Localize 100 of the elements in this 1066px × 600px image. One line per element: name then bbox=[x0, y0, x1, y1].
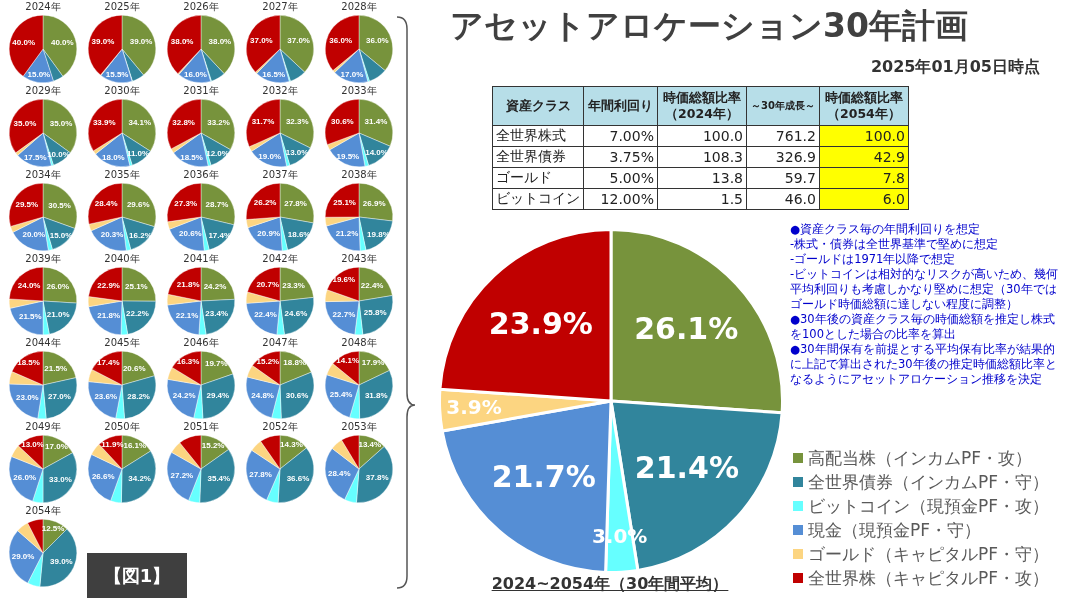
text: アセットアロケーション30年計画 bbox=[450, 5, 968, 47]
data-label: 3.0% bbox=[591, 524, 648, 549]
text: 2024~2054年（30年間平均） bbox=[490, 574, 730, 595]
data-label: 39.0% bbox=[91, 37, 115, 47]
text: 2025年01月05日時点 bbox=[870, 57, 1040, 78]
data-label: 36.0% bbox=[366, 35, 389, 45]
data-label: 20.9% bbox=[257, 229, 280, 239]
data-label: 30.5% bbox=[48, 200, 71, 210]
data-label: 31.8% bbox=[364, 390, 388, 400]
data-label: 19.6% bbox=[332, 274, 356, 284]
data-label: 33.2% bbox=[207, 117, 230, 127]
data-label: 3.9% bbox=[446, 394, 502, 419]
text: 761.2 bbox=[775, 128, 816, 144]
text: 7.00% bbox=[609, 128, 654, 144]
data-label: 23.6% bbox=[94, 392, 118, 402]
text: 3.75% bbox=[609, 149, 654, 165]
data-label: 35.0% bbox=[13, 119, 37, 128]
data-label: 25.8% bbox=[363, 308, 387, 318]
chart-title: 2041年 bbox=[182, 253, 220, 265]
data-label: 15.2% bbox=[256, 356, 280, 366]
data-label: 12.5% bbox=[41, 523, 65, 533]
data-label: 23.9% bbox=[488, 305, 593, 341]
category-label: ゴールド bbox=[496, 169, 552, 185]
text: 46.0 bbox=[784, 191, 816, 207]
text: 6.0 bbox=[882, 191, 905, 207]
data-label: 17.5% bbox=[23, 153, 47, 163]
chart-title: 2043年 bbox=[340, 253, 378, 265]
data-label: 39.0% bbox=[50, 556, 73, 566]
chart-title: 2037年 bbox=[261, 169, 299, 181]
chart-title: 2036年 bbox=[182, 169, 220, 181]
data-label: 20.6% bbox=[179, 229, 202, 239]
chart-title: 2045年 bbox=[103, 337, 141, 349]
text: 42.9 bbox=[873, 149, 905, 165]
data-label: 21.5% bbox=[18, 312, 42, 322]
chart-title: 2031年 bbox=[182, 85, 220, 97]
chart-title: 2028年 bbox=[340, 1, 378, 13]
data-label: 26.9% bbox=[362, 198, 386, 208]
data-label: 25.4% bbox=[329, 389, 353, 399]
data-label: 24.0% bbox=[17, 281, 41, 291]
data-label: 37.0% bbox=[250, 36, 273, 46]
text: -ビットコインは相対的なリスクが高いため、幾何平均利回りも考慮しかなり堅めに想定（30年ではゴールド時価総額に達しない程度に調整） bbox=[790, 267, 1060, 312]
text: ●30年間保有を前提とする平均保有比率が結果的に上記で算出された30年後の推定時価総額比率となるようにアセットアロケーション推移を決定 bbox=[790, 342, 1058, 387]
data-label: 27.8% bbox=[249, 469, 272, 479]
data-label: 27.8% bbox=[284, 199, 307, 209]
data-label: 19.7% bbox=[204, 358, 228, 368]
data-label: 17.0% bbox=[340, 69, 364, 79]
data-label: 24.6% bbox=[284, 308, 308, 318]
data-label: 24.8% bbox=[251, 390, 274, 400]
chart-title: 2050年 bbox=[103, 421, 141, 433]
text: 100.0 bbox=[702, 128, 743, 144]
data-label: 15.5% bbox=[105, 70, 129, 80]
data-label: 29.6% bbox=[126, 200, 150, 210]
data-label: 20.6% bbox=[122, 364, 146, 374]
text: 5.00% bbox=[609, 170, 654, 186]
category-label: 年間利回り bbox=[583, 86, 658, 126]
text: -ゴールドは1971年以降で想定 bbox=[790, 252, 957, 267]
data-label: 14.0% bbox=[365, 147, 388, 157]
text: 1.5 bbox=[720, 191, 743, 207]
chart-title: 2030年 bbox=[103, 85, 141, 97]
data-label: 20.7% bbox=[256, 280, 280, 290]
data-label: 36.0% bbox=[329, 35, 352, 45]
text: 59.7 bbox=[784, 170, 816, 186]
data-label: 21.5% bbox=[44, 364, 68, 374]
data-label: 16.2% bbox=[129, 231, 152, 241]
data-label: 20.3% bbox=[100, 229, 124, 239]
chart-title: 2038年 bbox=[340, 169, 378, 181]
legend-label: ゴールド（キャピタルPF・守） bbox=[808, 542, 1050, 566]
data-label: 21.4% bbox=[634, 450, 739, 486]
data-label: 29.0% bbox=[11, 552, 35, 561]
data-label: 21.2% bbox=[335, 228, 359, 238]
category-label: 全世界株式 bbox=[496, 127, 566, 143]
data-label: 30.6% bbox=[285, 391, 309, 401]
data-label: 30.6% bbox=[331, 116, 354, 126]
chart-title: 2048年 bbox=[340, 337, 378, 349]
data-label: 14.3% bbox=[280, 440, 303, 450]
data-label: 27.0% bbox=[48, 392, 71, 402]
data-label: 28.7% bbox=[205, 199, 229, 209]
data-label: 19.5% bbox=[336, 152, 360, 162]
chart-title: 2034年 bbox=[24, 169, 62, 181]
chart-title: 2047年 bbox=[261, 337, 299, 349]
data-label: 21.8% bbox=[97, 311, 121, 321]
data-label: 15.0% bbox=[49, 231, 73, 241]
data-label: 26.6% bbox=[91, 471, 115, 481]
data-label: 19.0% bbox=[258, 152, 282, 162]
data-label: 35.4% bbox=[207, 473, 231, 483]
chart-title: 2044年 bbox=[24, 337, 62, 349]
category-label: 全世界債券 bbox=[496, 148, 566, 164]
data-label: 13.0% bbox=[285, 148, 309, 158]
chart-title: 2052年 bbox=[261, 421, 299, 433]
data-label: 29.5% bbox=[15, 200, 39, 210]
data-label: 21.7% bbox=[491, 458, 596, 494]
data-label: 28.4% bbox=[94, 199, 118, 209]
data-label: 18.0% bbox=[102, 153, 125, 163]
data-label: 17.4% bbox=[96, 357, 120, 367]
text: 12.00% bbox=[600, 191, 654, 207]
chart-title: 2046年 bbox=[182, 337, 220, 349]
data-label: 15.0% bbox=[27, 70, 51, 80]
data-label: 22.2% bbox=[126, 309, 149, 319]
data-label: 18.5% bbox=[17, 358, 40, 368]
data-label: 23.4% bbox=[205, 309, 229, 319]
